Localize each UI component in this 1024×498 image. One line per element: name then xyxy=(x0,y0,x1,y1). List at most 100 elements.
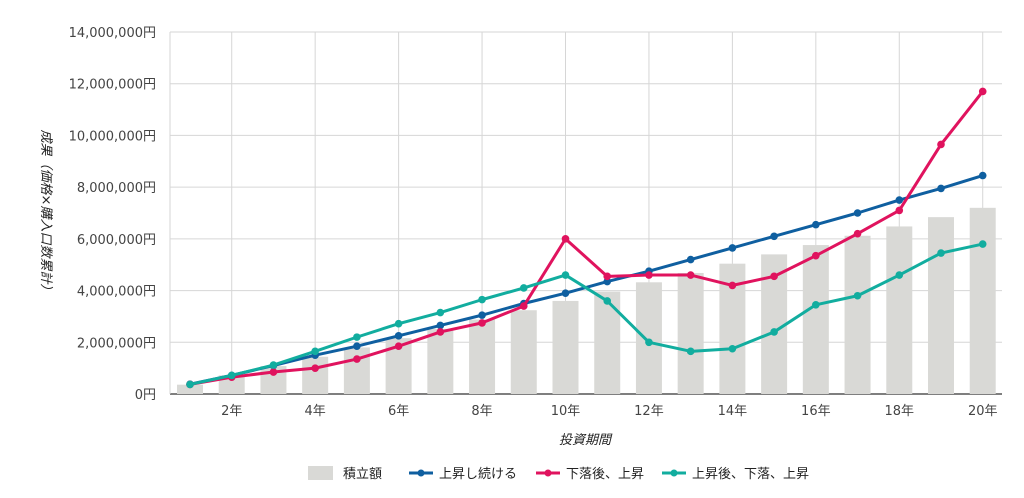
data-point xyxy=(728,281,737,290)
bar-10 xyxy=(552,300,579,394)
y-tick-label: 12,000,000円 xyxy=(69,78,156,93)
data-point xyxy=(853,291,862,300)
legend-label: 上昇し続ける xyxy=(439,467,517,482)
data-point xyxy=(686,255,695,264)
bar-18 xyxy=(886,226,913,394)
data-point xyxy=(519,302,528,310)
bar-2 xyxy=(218,375,245,394)
data-point xyxy=(728,244,737,252)
x-tick-label: 2年 xyxy=(221,404,242,419)
bar-5 xyxy=(343,347,370,394)
legend-swatch-dot xyxy=(417,469,425,477)
data-point xyxy=(436,308,445,317)
data-point xyxy=(937,249,945,257)
data-point xyxy=(394,319,403,328)
legend-swatch-dot xyxy=(544,469,552,477)
data-point xyxy=(728,344,737,353)
data-point xyxy=(895,196,904,204)
x-tick-label: 4年 xyxy=(305,404,326,419)
y-tick-labels: 0円 2,000,000円 4,000,000円 6,000,000円 8,000,00… xyxy=(69,26,156,403)
data-point xyxy=(895,271,904,279)
data-point xyxy=(478,319,486,327)
x-tick-label: 12年 xyxy=(634,404,664,419)
data-point xyxy=(603,297,612,305)
data-point xyxy=(937,184,945,193)
data-point xyxy=(686,271,695,279)
x-tick-label: 20年 xyxy=(968,404,998,419)
data-point xyxy=(812,220,820,229)
bar-16 xyxy=(802,245,829,394)
x-tick-label: 10年 xyxy=(551,404,581,419)
bar-13 xyxy=(677,272,704,394)
data-point xyxy=(561,271,570,279)
data-point xyxy=(686,347,695,356)
data-point xyxy=(353,333,361,341)
data-point xyxy=(937,140,945,149)
data-point xyxy=(770,272,778,281)
y-tick-label: 8,000,000円 xyxy=(77,181,156,196)
bar-17 xyxy=(844,235,871,394)
y-tick-label: 2,000,000円 xyxy=(77,336,156,351)
legend-label: 積立額 xyxy=(343,467,382,482)
bar-20 xyxy=(969,207,996,394)
y-tick-label: 6,000,000円 xyxy=(77,233,156,248)
data-point xyxy=(311,347,319,356)
bar-8 xyxy=(469,319,496,394)
bar-4 xyxy=(302,356,329,394)
data-point xyxy=(853,229,862,238)
data-point xyxy=(394,342,403,350)
data-point xyxy=(812,251,820,260)
y-tick-label: 10,000,000円 xyxy=(69,129,156,144)
data-point xyxy=(478,295,486,304)
series-line-2 xyxy=(189,242,984,386)
data-point xyxy=(770,232,778,241)
data-point xyxy=(603,272,612,281)
data-point xyxy=(436,328,445,336)
x-tick-labels: 2年 4年 6年 8年 10年 12年 14年 16年 18年 20年 xyxy=(221,404,997,419)
bar-11 xyxy=(594,291,621,394)
x-tick-label: 14年 xyxy=(718,404,748,419)
bar-12 xyxy=(635,282,662,394)
series-lines xyxy=(186,87,987,389)
data-point xyxy=(853,209,862,217)
data-point xyxy=(770,328,778,336)
data-point xyxy=(561,235,570,243)
data-point xyxy=(519,284,528,292)
data-point xyxy=(645,271,653,279)
bar-9 xyxy=(510,310,537,394)
x-tick-label: 16年 xyxy=(801,404,831,419)
legend-swatch-bars xyxy=(308,466,333,480)
data-point xyxy=(812,300,820,309)
y-tick-label: 14,000,000円 xyxy=(69,26,156,41)
data-point xyxy=(978,171,987,180)
x-axis-title: 投資期間 xyxy=(559,433,613,448)
legend-swatch-dot xyxy=(670,469,678,477)
legend-label: 下落後、上昇 xyxy=(566,467,644,482)
y-axis-title: 成果（価格×購入口数累計） xyxy=(38,130,54,297)
data-point xyxy=(353,355,361,363)
data-point xyxy=(561,289,570,297)
bar-7 xyxy=(427,328,454,394)
data-point xyxy=(186,380,194,389)
y-tick-label: 4,000,000円 xyxy=(77,285,156,300)
bars xyxy=(177,207,996,394)
legend: 積立額 上昇し続ける 下落後、上昇 上昇後、下落、上昇 xyxy=(308,466,809,482)
data-point xyxy=(436,321,445,330)
data-point xyxy=(353,342,361,350)
data-point xyxy=(978,87,987,96)
gridlines xyxy=(169,31,1002,395)
legend-label: 上昇後、下落、上昇 xyxy=(692,467,809,482)
bar-19 xyxy=(928,217,954,394)
bar-1 xyxy=(177,384,203,394)
y-tick-label: 0円 xyxy=(135,388,156,403)
x-tick-label: 6年 xyxy=(388,404,409,419)
data-point xyxy=(311,364,319,372)
data-point xyxy=(227,371,236,380)
data-point xyxy=(978,240,987,248)
data-point xyxy=(269,361,278,369)
data-point xyxy=(895,206,904,215)
series-line-1 xyxy=(189,90,984,386)
x-tick-label: 8年 xyxy=(471,404,492,419)
x-tick-label: 18年 xyxy=(885,404,915,419)
